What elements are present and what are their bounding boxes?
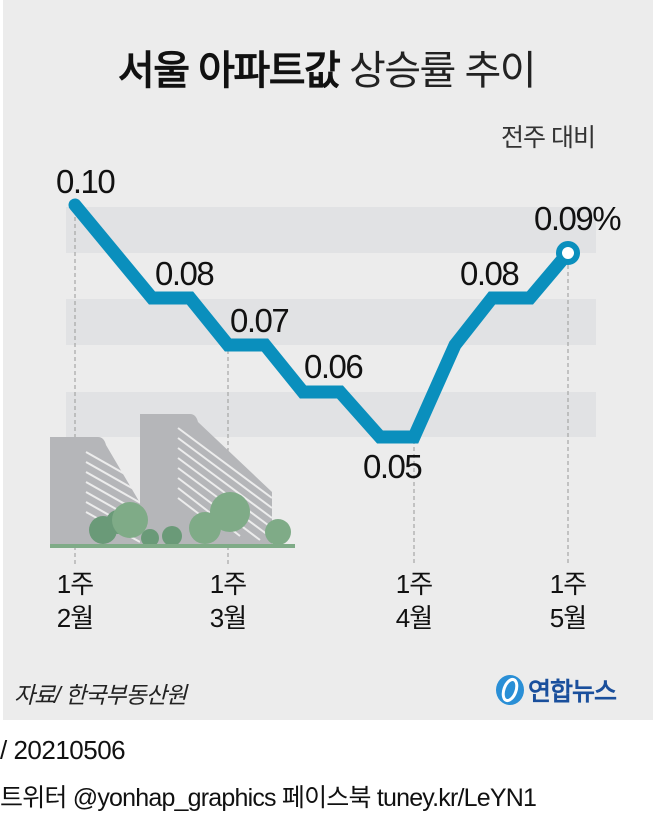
x-tick-week: 1주 xyxy=(549,569,587,599)
data-label: 0.07 xyxy=(230,302,288,339)
x-tick-label: 1주 3월 xyxy=(198,567,258,635)
chart-title: 서울 아파트값 상승률 추이 xyxy=(0,38,653,96)
x-tick-label: 1주 5월 xyxy=(538,567,598,635)
data-label: 0.10 xyxy=(56,163,115,200)
chart-subtitle: 전주 대비 xyxy=(501,124,596,152)
x-tick-week: 1주 xyxy=(395,569,433,599)
footer-social: 트위터 @yonhap_graphics 페이스북 tuney.kr/LeYN1 xyxy=(0,784,537,812)
x-tick-week: 1주 xyxy=(56,569,94,599)
x-tick-week: 1주 xyxy=(209,569,247,599)
chart-panel xyxy=(3,0,653,720)
yonhap-logo: 연합뉴스 xyxy=(494,672,617,708)
logo-text: 연합뉴스 xyxy=(528,678,617,706)
title-light: 상승률 추이 xyxy=(348,49,537,93)
data-label: 0.05 xyxy=(363,448,421,485)
apartment-illustration xyxy=(50,414,295,548)
end-marker xyxy=(556,241,580,265)
data-label: 0.06 xyxy=(304,348,362,385)
x-tick-month: 4월 xyxy=(395,603,433,633)
yonhap-globe-icon xyxy=(496,675,524,705)
source-note: 자료/ 한국부동산원 xyxy=(14,682,187,708)
data-label: 0.09% xyxy=(534,200,621,237)
x-tick-label: 1주 4월 xyxy=(384,567,444,635)
x-tick-label: 1주 2월 xyxy=(45,567,105,635)
data-label: 0.08 xyxy=(155,255,213,292)
title-bold: 서울 아파트값 xyxy=(117,49,341,93)
x-tick-month: 2월 xyxy=(56,603,94,633)
grid-band xyxy=(66,207,596,253)
footer-date: / 20210506 xyxy=(0,735,126,765)
x-tick-month: 5월 xyxy=(549,603,587,633)
grid-band xyxy=(66,299,596,345)
data-line xyxy=(68,198,575,444)
x-tick-month: 3월 xyxy=(209,603,247,633)
data-label: 0.08 xyxy=(460,255,518,292)
